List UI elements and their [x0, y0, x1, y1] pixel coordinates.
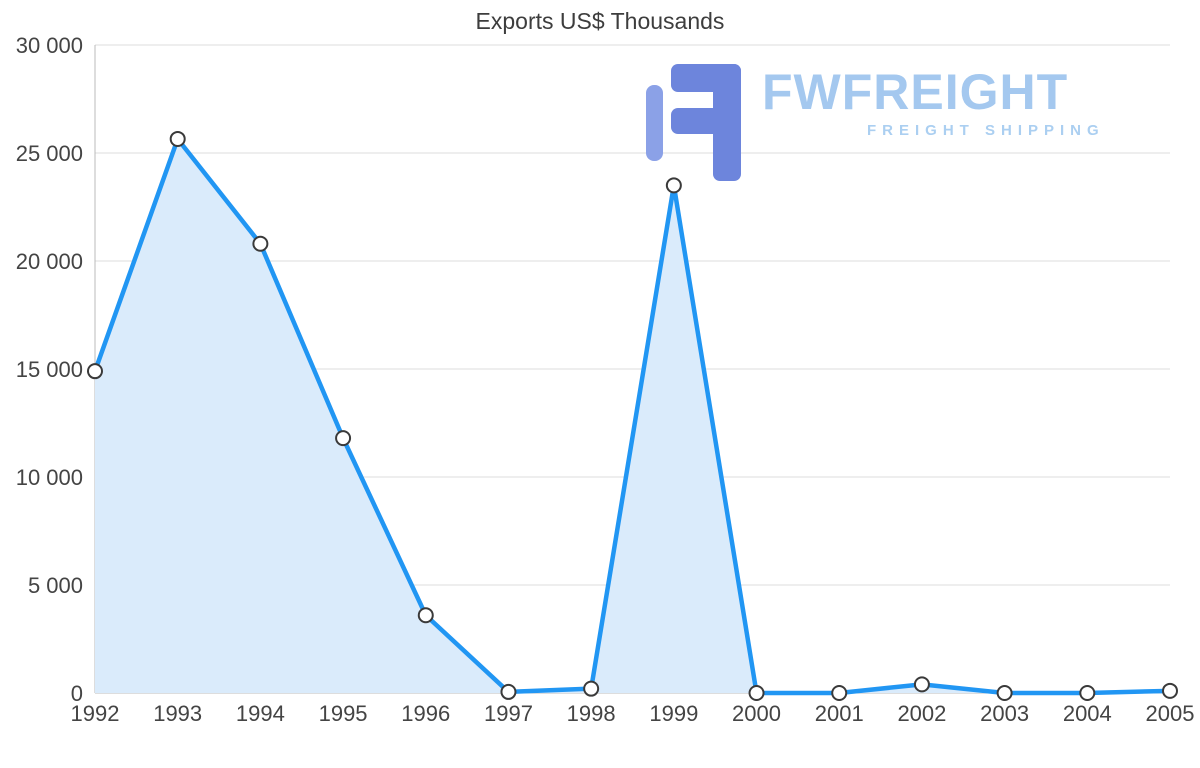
- y-tick-label: 30 000: [16, 33, 83, 58]
- data-point[interactable]: [252, 235, 269, 252]
- logo-subtitle: FREIGHT SHIPPING: [867, 121, 1105, 139]
- data-point[interactable]: [1162, 682, 1178, 699]
- chart-title: Exports US$ Thousands: [475, 8, 725, 34]
- x-tick-label: 2001: [815, 701, 864, 726]
- y-tick-label: 20 000: [16, 249, 83, 274]
- x-tick-label: 1999: [649, 701, 698, 726]
- logo-icon-left-bar: [646, 85, 663, 161]
- data-point[interactable]: [500, 683, 517, 700]
- data-point[interactable]: [913, 676, 930, 693]
- y-tick-label: 25 000: [16, 141, 83, 166]
- x-tick-label: 1993: [153, 701, 202, 726]
- x-tick-label: 1996: [401, 701, 450, 726]
- logo-name: FWFREIGHT: [762, 64, 1069, 120]
- x-tick-label: 2003: [980, 701, 1029, 726]
- logo-icon-mid-arm: [671, 108, 741, 134]
- fwfreight-logo-icon: [646, 64, 741, 181]
- data-point[interactable]: [1079, 685, 1096, 701]
- data-point[interactable]: [335, 430, 352, 447]
- data-point[interactable]: [169, 130, 186, 147]
- data-point[interactable]: [665, 177, 682, 194]
- data-point[interactable]: [417, 607, 434, 624]
- data-point[interactable]: [748, 685, 765, 701]
- y-tick-label: 0: [71, 681, 83, 706]
- logo-icon-top-arm: [671, 64, 741, 92]
- y-tick-label: 5 000: [28, 573, 83, 598]
- x-tick-label: 2004: [1063, 701, 1112, 726]
- y-tick-label: 15 000: [16, 357, 83, 382]
- x-tick-label: 2000: [732, 701, 781, 726]
- x-tick-label: 2002: [897, 701, 946, 726]
- data-point[interactable]: [996, 685, 1013, 701]
- data-point[interactable]: [831, 685, 848, 701]
- fwfreight-logo: FWFREIGHT FREIGHT SHIPPING: [646, 64, 1105, 182]
- x-tick-label: 1995: [319, 701, 368, 726]
- x-tick-label: 1994: [236, 701, 285, 726]
- x-tick-label: 1992: [71, 701, 120, 726]
- x-tick-label: 1998: [567, 701, 616, 726]
- data-point[interactable]: [583, 680, 600, 697]
- series-line: [92, 136, 1173, 696]
- y-tick-label: 10 000: [16, 465, 83, 490]
- logo-text-block: FWFREIGHT FREIGHT SHIPPING: [762, 64, 1105, 139]
- data-point[interactable]: [87, 363, 103, 380]
- area-fill: [95, 138, 1170, 693]
- x-tick-label: 2005: [1146, 701, 1195, 726]
- x-tick-label: 1997: [484, 701, 533, 726]
